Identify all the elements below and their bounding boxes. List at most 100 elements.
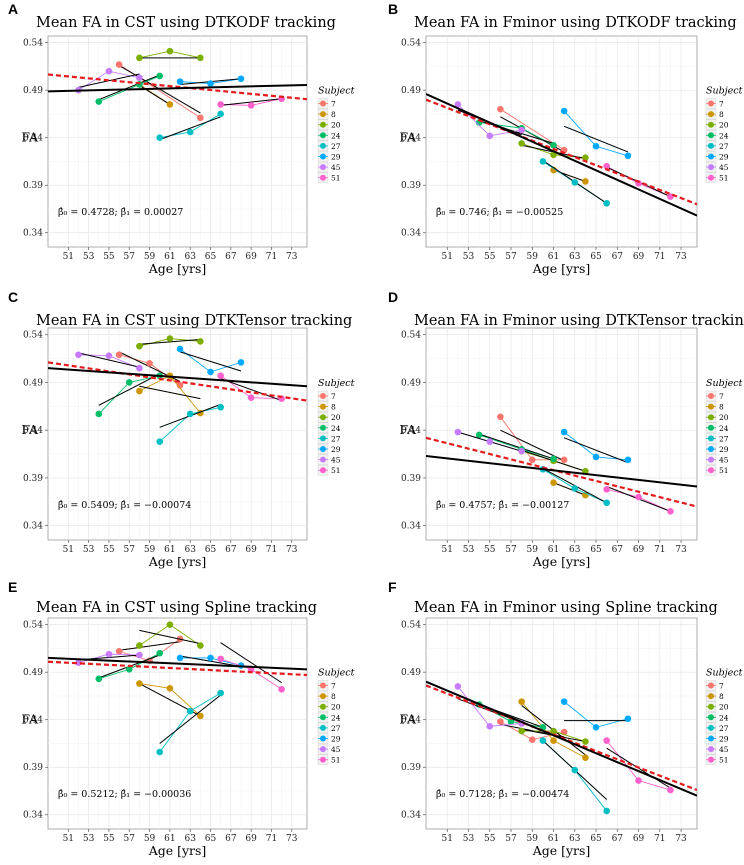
legend-label: 27 [719, 142, 729, 151]
data-layer [426, 413, 697, 515]
data-point-7 [497, 413, 504, 421]
legend-label: 7 [331, 682, 336, 691]
legend-key-dot [320, 435, 326, 442]
coefficient-annotation: β̂₀ = 0.4728; β̂₁ = 0.00027 [58, 207, 183, 218]
legend-key-dot [320, 393, 326, 399]
legend-key-dot [708, 746, 714, 753]
data-point-7 [115, 61, 123, 68]
legend-key-dot [320, 132, 326, 139]
data-point-45 [105, 67, 113, 75]
x-tick-label: 69 [633, 252, 645, 262]
x-tick-label: 65 [590, 252, 602, 262]
y-tick-label: 0.34 [401, 522, 421, 532]
legend-key-dot [708, 174, 714, 181]
legend-key-dot [320, 456, 326, 463]
data-point-51 [278, 685, 285, 693]
subject-fit-24 [98, 373, 160, 406]
legend-key-dot [320, 414, 326, 421]
data-point-29 [207, 80, 214, 87]
legend-key-dot [320, 424, 326, 431]
x-tick-label: 61 [164, 545, 175, 555]
data-point-8 [136, 680, 143, 687]
y-tick-label: 0.34 [401, 811, 421, 821]
population-fit-red-dashed [426, 98, 697, 206]
data-point-45 [75, 351, 82, 359]
legend-key-dot [708, 703, 714, 710]
plot-area [47, 617, 308, 830]
x-tick-label: 53 [83, 252, 95, 262]
x-tick-label: 63 [184, 545, 196, 555]
x-tick-label: 53 [83, 834, 95, 844]
legend-label: 20 [719, 121, 729, 130]
legend-key-dot [320, 756, 326, 763]
data-point-45 [486, 438, 494, 445]
x-axis-label: Age [yrs] [148, 261, 207, 276]
legend-key-dot [708, 714, 714, 721]
data-point-27 [156, 438, 164, 445]
data-point-27 [603, 499, 610, 507]
data-point-51 [667, 508, 674, 515]
x-tick-label: 69 [245, 545, 257, 555]
data-point-20 [197, 54, 204, 62]
data-point-29 [237, 359, 245, 366]
data-point-24 [156, 72, 164, 80]
data-point-20 [518, 727, 525, 735]
panel-title: Mean FA in Fminor using DTKTensor tracki… [414, 313, 744, 329]
data-point-24 [125, 666, 133, 673]
y-tick-label: 0.44 [401, 426, 421, 436]
data-point-27 [217, 689, 224, 697]
y-tick-label: 0.34 [23, 811, 43, 821]
data-point-20 [166, 47, 174, 55]
panel-label: C [8, 289, 18, 305]
data-point-24 [550, 142, 557, 149]
y-tick-label: 0.39 [401, 181, 421, 191]
data-point-8 [582, 178, 589, 185]
x-tick-label: 65 [205, 834, 217, 844]
legend-key-dot [708, 111, 714, 118]
x-tick-label: 63 [569, 252, 581, 262]
x-tick-label: 73 [675, 252, 687, 262]
legend-label: 27 [331, 724, 341, 733]
legend-label: 20 [331, 703, 341, 712]
data-point-29 [560, 698, 568, 705]
legend-key-dot [708, 142, 714, 149]
legend-label: 7 [719, 682, 724, 691]
legend-label: 45 [719, 163, 729, 172]
x-tick-label: 69 [633, 834, 645, 844]
data-layer [48, 621, 307, 756]
legend-key-dot [708, 132, 714, 139]
legend-label: 27 [331, 142, 341, 151]
data-layer [426, 93, 697, 217]
data-point-27 [217, 403, 224, 411]
data-point-45 [486, 723, 494, 730]
data-point-29 [624, 715, 632, 723]
subject-fit-45 [78, 73, 140, 88]
legend-label: 51 [331, 174, 341, 183]
data-point-7 [528, 736, 536, 743]
legend-key-dot [708, 153, 714, 160]
data-point-20 [518, 140, 525, 147]
plot-area [425, 35, 698, 248]
data-point-20 [136, 642, 143, 649]
x-tick-label: 55 [484, 545, 496, 555]
legend-key-dot [708, 682, 714, 689]
legend-key-dot [708, 424, 714, 431]
data-point-27 [186, 128, 194, 136]
data-point-29 [592, 142, 600, 150]
legend-label: 51 [719, 756, 729, 765]
legend-label: 24 [331, 131, 341, 140]
x-tick-label: 61 [548, 252, 559, 262]
legend-key-dot [708, 393, 714, 399]
legend-label: 29 [331, 153, 341, 162]
population-fit-red-dashed [48, 73, 307, 101]
data-point-27 [186, 707, 194, 715]
legend-label: 20 [719, 413, 729, 422]
population-fit-black [426, 680, 697, 797]
data-point-20 [136, 342, 143, 350]
x-tick-label: 65 [590, 834, 602, 844]
data-point-51 [635, 777, 642, 784]
legend-label: 8 [331, 403, 336, 412]
data-point-7 [197, 114, 204, 122]
